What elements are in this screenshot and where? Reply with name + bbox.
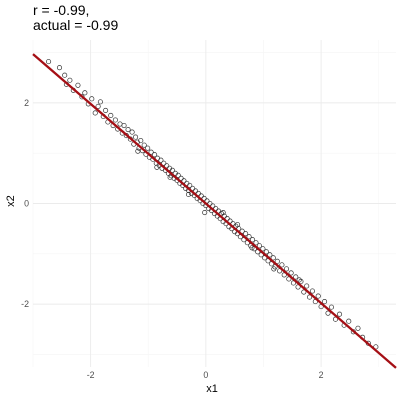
- data-point: [75, 82, 81, 88]
- chart-title-line-1: r = -0.99,: [33, 2, 89, 18]
- data-point: [288, 270, 294, 276]
- data-point: [336, 311, 343, 317]
- data-point: [249, 245, 255, 251]
- x-tick-label: 0: [203, 370, 208, 380]
- data-point: [286, 276, 292, 282]
- data-point: [62, 72, 68, 78]
- data-point: [290, 280, 296, 286]
- data-point: [346, 318, 352, 324]
- data-point: [92, 110, 98, 116]
- data-point: [283, 266, 290, 272]
- data-point: [67, 77, 73, 83]
- data-point: [95, 103, 101, 109]
- y-tick-label: 0: [24, 199, 29, 209]
- data-point: [164, 163, 170, 169]
- data-point: [293, 274, 299, 280]
- data-point: [304, 283, 310, 289]
- data-point: [112, 117, 118, 123]
- data-point: [301, 289, 307, 295]
- data-point: [135, 148, 141, 154]
- data-point: [148, 149, 154, 155]
- x-tick-label: 2: [319, 370, 324, 380]
- data-point: [298, 278, 304, 285]
- data-point: [141, 142, 147, 148]
- data-point: [152, 152, 158, 158]
- data-point: [263, 249, 269, 255]
- data-point: [145, 145, 151, 151]
- data-point: [161, 160, 167, 166]
- chart-title-line-2: actual = -0.99: [33, 17, 118, 33]
- data-point: [260, 246, 266, 252]
- data-point: [125, 126, 131, 133]
- data-point: [253, 240, 259, 246]
- data-point: [315, 293, 321, 299]
- data-point: [133, 134, 139, 140]
- x-axis-title: x1: [206, 383, 218, 395]
- data-point: [175, 172, 181, 178]
- data-point: [129, 129, 135, 135]
- data-point: [307, 294, 313, 300]
- data-point: [82, 90, 88, 96]
- data-point: [158, 157, 164, 163]
- data-point: [56, 65, 63, 71]
- data-point: [186, 191, 192, 197]
- data-point: [267, 252, 273, 258]
- data-point: [187, 182, 193, 188]
- data-point: [243, 231, 249, 237]
- data-point: [274, 258, 280, 264]
- data-point: [271, 266, 277, 272]
- data-point: [296, 277, 302, 283]
- x-tick-label: -2: [87, 370, 95, 380]
- y-tick-label: -2: [21, 299, 29, 309]
- data-point: [103, 107, 109, 113]
- data-point: [279, 262, 285, 268]
- data-point: [138, 138, 144, 144]
- data-point: [234, 222, 241, 228]
- data-point: [249, 237, 256, 243]
- data-point: [355, 325, 361, 331]
- data-point: [89, 96, 95, 102]
- data-point: [108, 112, 114, 119]
- y-axis-title: x2: [5, 195, 17, 207]
- data-point: [246, 234, 252, 240]
- data-point: [169, 167, 175, 173]
- data-point: [202, 210, 208, 216]
- data-point: [121, 122, 127, 129]
- data-point: [220, 210, 226, 216]
- x-tick-labels: -2 0 2: [87, 370, 324, 380]
- fit-line: [32, 53, 397, 369]
- data-point: [309, 288, 316, 294]
- data-point: [295, 284, 301, 290]
- data-point: [328, 304, 335, 310]
- data-point: [154, 164, 160, 170]
- data-point: [46, 59, 52, 65]
- data-point: [167, 174, 173, 180]
- data-point: [325, 310, 331, 316]
- y-tick-label: 2: [24, 98, 29, 108]
- data-point: [97, 99, 103, 105]
- data-point: [256, 243, 262, 249]
- data-point: [322, 299, 328, 305]
- data-point: [178, 175, 184, 181]
- y-tick-labels: -2 0 2: [21, 98, 29, 309]
- data-point: [270, 255, 276, 261]
- grid: [32, 40, 396, 367]
